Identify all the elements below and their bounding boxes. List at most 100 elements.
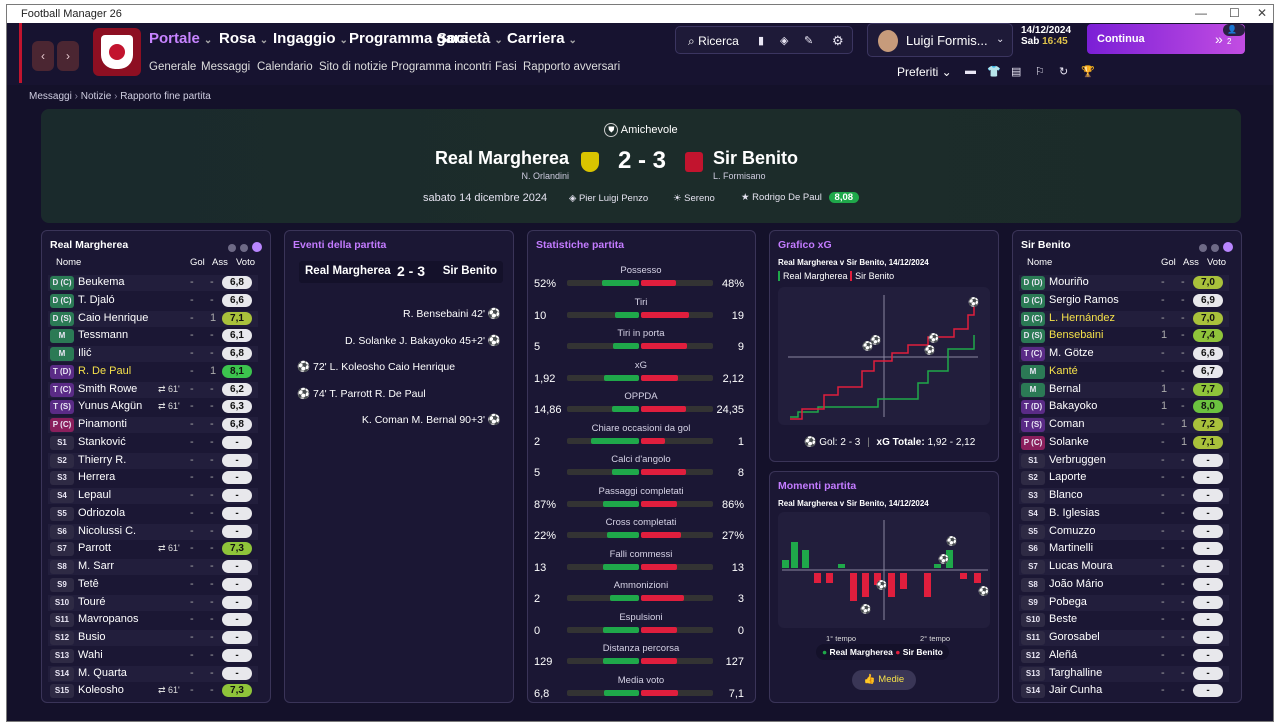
panel-view-toggle[interactable] [224,239,262,257]
player-row[interactable]: S12 Aleñá - - - [1019,648,1229,664]
player-name[interactable]: Kanté [1049,364,1078,377]
search-button[interactable]: ⌕ Ricerca [688,34,739,48]
chat-icon[interactable]: ▬ [965,65,976,77]
player-row[interactable]: D (S) Bensebaini 1-7,4 [1019,328,1229,344]
nav-menu-carriera[interactable]: Carriera ⌄ [507,30,577,47]
match-event[interactable]: D. Solanke J. Bakayoko 45+2' ⚽ [345,334,501,347]
player-name[interactable]: M. Quarta [78,666,127,679]
continue-button[interactable]: Continua » 👤 2 [1087,24,1245,54]
player-name[interactable]: R. De Paul [78,364,132,377]
settings-gear-icon[interactable]: ⚙ [832,33,844,48]
player-row[interactable]: T (C) M. Götze - -6,6 [1019,346,1229,362]
player-name[interactable]: Blanco [1049,489,1083,501]
player-row[interactable]: M Ilić - -6,8 [48,346,258,362]
player-row[interactable]: S7 Lucas Moura - - - [1019,559,1229,575]
player-row[interactable]: T (S) Yunus Akgün ⇄ 61' - -6,3 [48,399,258,415]
player-name[interactable]: Gorosabel [1049,631,1100,643]
player-row[interactable]: D (C) L. Hernández - -7,0 [1019,310,1229,327]
nav-submenu-item[interactable]: Generale [149,61,197,73]
player-name[interactable]: Pinamonti [78,418,127,430]
player-name[interactable]: Lepaul [78,489,112,501]
nav-submenu-item[interactable]: Fasi [495,61,517,73]
player-name[interactable]: Caio Henrique [78,311,149,324]
player-name[interactable]: Targhalline [1049,666,1103,679]
away-team-name[interactable]: Sir Benito [713,148,799,168]
player-row[interactable]: S7 Parrott ⇄ 61' - -7,3 [48,541,258,557]
player-name[interactable]: Tessmann [78,329,129,342]
player-name[interactable]: Thierry R. [78,453,127,466]
player-row[interactable]: S3 Blanco - - - [1019,488,1229,504]
player-row[interactable]: D (C) T. Djaló - -6,6 [48,293,258,309]
favorites-dropdown[interactable]: Preferiti ⌄ [897,65,952,79]
player-name[interactable]: Lucas Moura [1049,560,1113,572]
match-event[interactable]: K. Coman M. Bernal 90+3' ⚽ [362,413,501,426]
player-row[interactable]: S3 Herrera - - - [48,470,258,486]
player-name[interactable]: Beste [1049,613,1078,626]
refresh-icon[interactable]: ↻ [1059,66,1069,78]
player-row[interactable]: T (D) Bakayoko 1-8,0 [1019,399,1229,415]
edit-icon[interactable]: ✎ [804,35,814,47]
forward-button[interactable]: › [57,41,79,71]
player-row[interactable]: D (C) Sergio Ramos - -6,9 [1019,293,1229,309]
player-name[interactable]: Busio [78,631,106,643]
player-row[interactable]: M Bernal 1-7,7 [1019,381,1229,398]
player-name[interactable]: Martinelli [1049,542,1094,555]
nav-menu-ingaggio[interactable]: Ingaggio ⌄ [273,30,348,47]
match-event[interactable]: ⚽ 74' T. Parrott R. De Paul [297,387,426,400]
player-name[interactable]: Tetê [78,577,99,590]
match-event[interactable]: R. Bensebaini 42' ⚽ [403,307,501,320]
maximize-button[interactable]: ☐ [1229,6,1240,20]
player-name[interactable]: Touré [78,595,106,608]
document-icon[interactable]: ▤ [1011,66,1022,78]
player-name[interactable]: M. Götze [1049,347,1094,359]
player-name[interactable]: Solanke [1049,435,1089,448]
scout-icon[interactable]: ◈ [780,35,789,47]
player-row[interactable]: M Kanté - -6,7 [1019,364,1229,380]
player-row[interactable]: S5 Odriozola - - - [48,506,258,522]
player-name[interactable]: Pobega [1049,595,1087,608]
player-row[interactable]: S12 Busio - - - [48,630,258,646]
player-name[interactable]: Aleñá [1049,648,1078,661]
player-row[interactable]: S8 João Mário - - - [1019,577,1229,593]
player-row[interactable]: D (S) Caio Henrique - 1 7,1 [48,310,258,327]
player-row[interactable]: D (C) Beukema - -6,8 [48,275,258,291]
player-of-match[interactable]: ★ Rodrigo De Paul 8,08 [741,192,860,203]
player-name[interactable]: Comuzzo [1049,524,1096,537]
player-name[interactable]: Mouriño [1049,276,1089,288]
nav-menu-programma-gara[interactable]: Programma gara ⌄ [349,30,481,47]
player-name[interactable]: Beukema [78,276,125,288]
player-row[interactable]: S10 Beste - - - [1019,612,1229,628]
back-button[interactable]: ‹ [32,41,54,71]
nav-submenu-item[interactable]: Messaggi [201,61,251,73]
player-name[interactable]: Mavropanos [78,613,139,626]
tactics-icon[interactable]: ⚐ [1035,66,1045,78]
player-name[interactable]: Ilić [78,347,92,359]
player-row[interactable]: M Tessmann - -6,1 [48,328,258,344]
player-name[interactable]: Bernal [1049,382,1081,395]
player-name[interactable]: Sergio Ramos [1049,293,1119,306]
home-team-name[interactable]: Real Margherea [434,148,569,168]
shirt-icon[interactable]: 👕 [987,66,1001,78]
player-row[interactable]: S13 Wahi - - - [48,648,258,664]
player-row[interactable]: S9 Tetê - - - [48,577,258,593]
player-name[interactable]: Herrera [78,471,116,484]
player-row[interactable]: S14 M. Quarta - - - [48,665,258,682]
player-row[interactable]: P (C) Solanke - 1 7,1 [1019,435,1229,451]
player-row[interactable]: S15 Koleosho ⇄ 61' - -7,3 [48,683,258,699]
nav-menu-portale[interactable]: Portale ⌄ [149,30,212,47]
nav-submenu-item[interactable]: Programma incontri [391,61,492,73]
player-row[interactable]: T (D) R. De Paul - 1 8,1 [48,364,258,380]
player-row[interactable]: S2 Thierry R. - - - [48,452,258,469]
player-row[interactable]: S11 Mavropanos - - - [48,612,258,628]
player-name[interactable]: Koleosho [78,684,124,697]
player-row[interactable]: S1 Verbruggen - - - [1019,452,1229,469]
manager-profile-button[interactable]: Luigi Formis... ⌄ [867,23,1013,57]
nav-submenu-item[interactable]: Rapporto avversari [523,61,621,73]
nav-submenu-item[interactable]: Calendario [257,61,313,73]
close-button[interactable]: ✕ [1257,6,1268,20]
player-row[interactable]: S9 Pobega - - - [1019,594,1229,611]
player-row[interactable]: S5 Comuzzo - - - [1019,523,1229,540]
player-row[interactable]: S4 B. Iglesias - - - [1019,506,1229,522]
player-name[interactable]: M. Sarr [78,560,115,572]
player-name[interactable]: Wahi [78,648,103,661]
